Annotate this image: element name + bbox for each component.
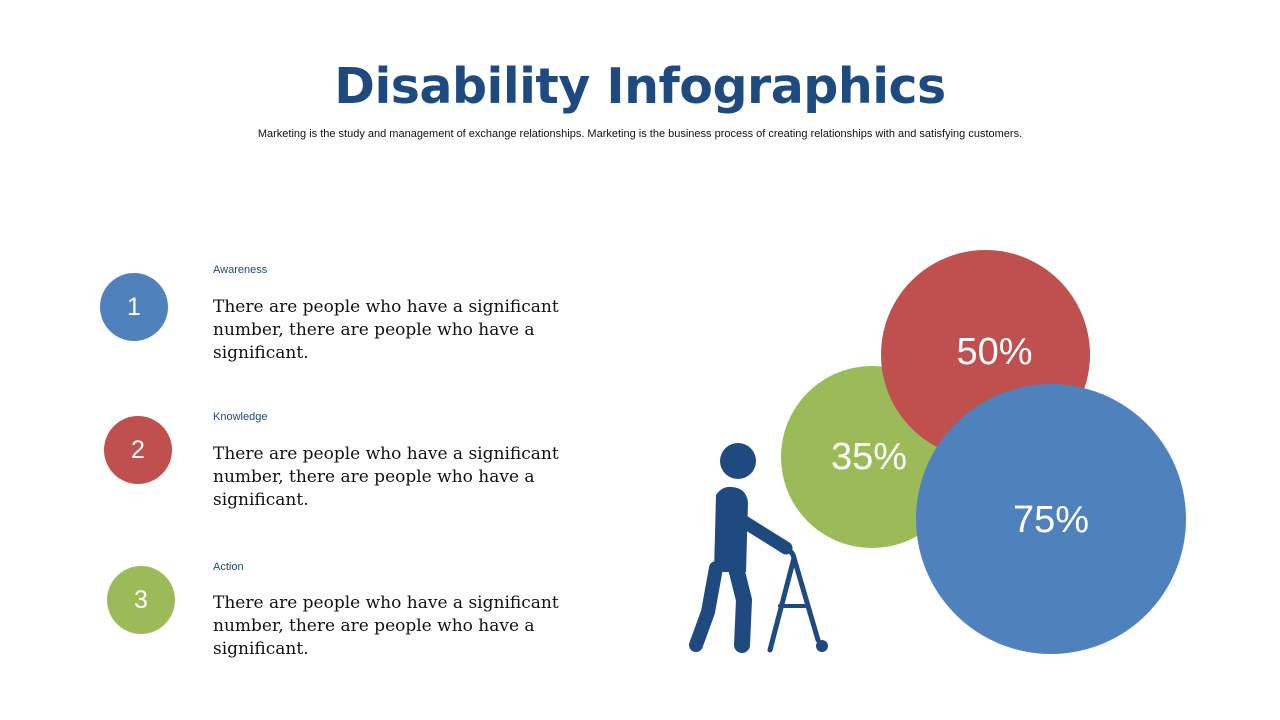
step-3-label: Action bbox=[213, 561, 244, 573]
person-with-walker-icon bbox=[689, 443, 828, 653]
step-2-label: Knowledge bbox=[213, 411, 268, 423]
step-3-circle: 3 bbox=[107, 566, 175, 634]
step-1-number: 1 bbox=[127, 292, 141, 321]
stat-35-value: 35% bbox=[830, 435, 908, 478]
step-1-label: Awareness bbox=[213, 264, 268, 276]
step-1-text: There are people who have a significant … bbox=[213, 297, 559, 363]
step-3-text: There are people who have a significant … bbox=[213, 593, 559, 659]
stat-75-circle: 75% bbox=[916, 384, 1186, 654]
step-2-circle: 2 bbox=[104, 416, 172, 484]
step-2-text: There are people who have a significant … bbox=[213, 444, 559, 510]
step-1-circle: 1 bbox=[100, 273, 168, 341]
step-2-number: 2 bbox=[131, 435, 145, 464]
page-subtitle: Marketing is the study and management of… bbox=[257, 128, 1023, 140]
page-title: Disability Infographics bbox=[334, 58, 946, 115]
stat-75-value: 75% bbox=[1012, 498, 1090, 541]
step-3-number: 3 bbox=[134, 585, 148, 614]
stat-50-value: 50% bbox=[956, 331, 1033, 373]
